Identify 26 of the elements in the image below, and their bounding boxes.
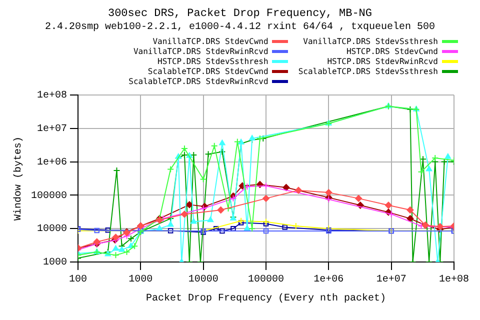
legend-label: HSTCP.DRS StdevCwnd — [346, 46, 438, 56]
y-tick-label: 1e+08 — [36, 90, 68, 102]
y-tick-label: 10000 — [36, 224, 68, 236]
legend-label: ScalableTCP.DRS StdevCwnd — [148, 66, 268, 76]
y-tick-label: 100000 — [30, 190, 68, 202]
chart-title: 300sec DRS, Packet Drop Frequency, MB-NG — [106, 8, 374, 21]
x-tick-label: 1000 — [128, 274, 153, 286]
x-tick-label: 10000 — [188, 274, 218, 286]
x-tick-label: 100 — [69, 274, 88, 286]
legend-label: HSTCP.DRS StdevSsthresh — [158, 56, 268, 66]
x-tick-label: 1e+06 — [314, 274, 344, 286]
legend-label: ScalableTCP.DRS StdevRwinRcvd — [128, 76, 268, 86]
y-tick-label: 1e+07 — [36, 124, 68, 136]
legend-label: VanillaTCP.DRS StdevSsthresh — [303, 36, 438, 46]
chart-subtitle: 2.4.20smp web100-2.2.1, e1000-4.4.12 rxint 64/64 , txqueuelen 500 — [44, 21, 436, 34]
legend-label: HSTCP.DRS StdevRwinRcvd — [327, 56, 438, 66]
y-tick-label: 1000 — [42, 258, 68, 269]
legend-label: VanillaTCP.DRS StdevCwnd — [152, 36, 268, 46]
x-axis-title: Packet Drop Frequency (Every nth packet) — [146, 292, 386, 305]
x-tick-label: 100000 — [248, 274, 284, 286]
x-tick-label: 1e+07 — [376, 274, 406, 286]
legend-label: VanillaTCP.DRS StdevRwinRcvd — [133, 46, 268, 56]
y-tick-label: 1e+06 — [36, 157, 68, 168]
y-axis-title: Window (bytes) — [12, 136, 25, 221]
x-tick-label: 1e+08 — [438, 274, 470, 286]
legend-label: ScalableTCP.DRS StdevSsthresh — [298, 66, 438, 76]
